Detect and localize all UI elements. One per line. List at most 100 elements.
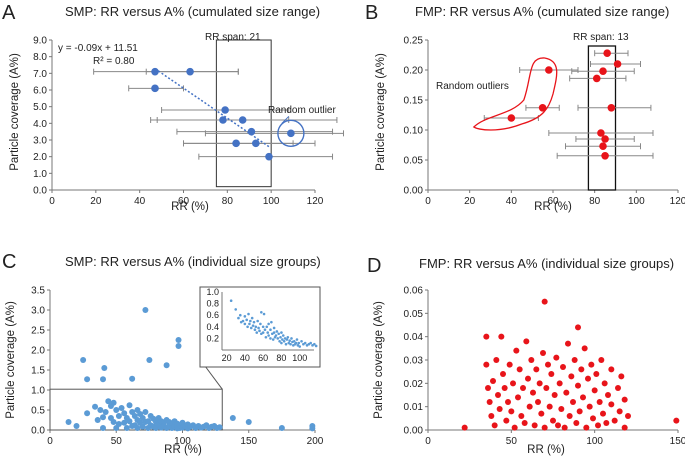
panel-c-inset-point (249, 319, 252, 323)
panel-d-ytick-label: 0.00 (404, 426, 424, 437)
panel-c-xlabel: RR (%) (164, 444, 202, 456)
panel-a-point (238, 116, 247, 124)
panel-c-point (105, 398, 112, 405)
panel-a-xtick-label: 120 (307, 196, 324, 207)
panel-a-outlier-label: Random outlier (268, 105, 336, 116)
panel-d-ytick-label: 0.05 (404, 309, 424, 320)
panel-b-point (607, 104, 616, 112)
panel-d-point (563, 389, 570, 396)
panel-c-inset-point (313, 342, 316, 346)
panel-d-letter: D (367, 255, 381, 277)
panel-c-ytick-label: 3.5 (31, 286, 45, 297)
panel-b-ytick-label: 0.10 (404, 126, 424, 137)
panel-a-ytick-label: 8.0 (33, 52, 47, 63)
panel-c-point (175, 337, 182, 343)
panel-c-point (139, 423, 146, 430)
panel-d-point (543, 385, 550, 391)
panel-b-xtick-label: 20 (464, 196, 476, 207)
panel-d-point (491, 422, 498, 429)
panel-c-inset-point (262, 312, 266, 316)
panel-b-point (538, 104, 547, 112)
panel-c-xtick-label: 150 (240, 436, 257, 447)
panel-b-ytick-label: 0.05 (404, 156, 424, 167)
panel-c-point (121, 410, 128, 417)
panel-c-inset-point (229, 299, 233, 303)
panel-c-ytick-label: 2.5 (31, 326, 45, 337)
panel-d-xtick-label: 50 (506, 436, 518, 447)
panel-d-point (533, 366, 540, 373)
panel-d-point (608, 401, 615, 408)
panel-a-point (287, 129, 295, 138)
panel-d-point (506, 361, 513, 368)
panel-c-inset-point (275, 330, 279, 333)
panel-c-point (115, 421, 122, 427)
panel-c-inset-point (260, 311, 263, 314)
panel-c-point (175, 343, 182, 349)
panel-c-point (97, 407, 104, 413)
panel-d-point (595, 422, 601, 429)
panel-b-xtick-label: 120 (670, 196, 685, 207)
panel-c-inset-point (284, 342, 288, 346)
panel-b-point (545, 66, 553, 74)
panel-d-point (535, 399, 541, 405)
panel-b-ytick-label: 0.25 (404, 36, 424, 47)
panel-c-point (163, 362, 170, 369)
panel-d-point (553, 354, 560, 361)
panel-b-point (597, 129, 605, 137)
panel-d-point (530, 389, 536, 396)
panel-a-span-box (215, 39, 272, 188)
panel-d-point (516, 366, 523, 373)
panel-d-point (673, 417, 680, 424)
panel-b-outlier-label: Random outliers (436, 81, 509, 92)
panel-c-point (229, 415, 236, 421)
panel-d-point (556, 380, 563, 387)
panel-b-xtick-label: 40 (506, 196, 518, 207)
panel-d-title: FMP: RR versus A% (individual size group… (419, 256, 674, 271)
panel-c-inset-point (278, 340, 281, 343)
panel-b-point (599, 67, 607, 75)
panel-d-point (541, 298, 548, 305)
panel-d-point (528, 357, 535, 363)
panel-c-inset-point (303, 341, 307, 345)
panel-c-point (216, 424, 223, 431)
panel-d-ytick-label: 0.04 (404, 332, 424, 343)
panel-c-inset-xtick-label: 60 (258, 353, 268, 363)
panel-d-point (490, 378, 496, 384)
panel-c-inset-point (276, 337, 280, 340)
panel-d-point (593, 371, 600, 377)
panel-d-point (583, 424, 590, 431)
panel-d-point (601, 380, 608, 387)
panel-a-xtick-label: 0 (49, 196, 55, 207)
panel-c-inset-point (298, 345, 302, 348)
panel-a-outlier-leader (281, 115, 290, 124)
panel-c-point (94, 417, 101, 423)
panel-d-ytick-label: 0.03 (404, 356, 424, 367)
panel-d-plot: 0 50 100 150 0.00 0.01 0.02 0.03 0.04 0.05 0.06 (404, 286, 685, 448)
panel-a-span-label: RR span: 21 (205, 32, 261, 43)
panel-d-point (485, 385, 491, 391)
panel-d-point (588, 361, 595, 368)
panel-d-point (573, 420, 580, 426)
panel-b-point (599, 142, 607, 150)
panel-c-inset-point (281, 334, 285, 337)
panel-b-ytick-label: 0.15 (404, 96, 424, 107)
panel-d-point (618, 373, 625, 380)
panel-c-inset-point (261, 331, 265, 334)
panel-c-inset-point (290, 337, 293, 340)
panel-a-ytick-label: 4.0 (33, 119, 47, 130)
panel-d-point (591, 387, 598, 394)
panel-d-point (536, 380, 543, 387)
panel-d-point (501, 385, 508, 391)
panel-d-point (511, 424, 518, 431)
panel-d-point (581, 345, 588, 352)
panel-d-point (495, 392, 501, 398)
panel-c-inset-point (294, 341, 298, 345)
panel-c-point (80, 357, 87, 363)
panel-c-point (134, 425, 141, 431)
panel-c-inset-point (280, 341, 283, 345)
panel-c-inset-point (274, 334, 278, 337)
panel-c-point (309, 425, 316, 432)
panel-a-point (252, 139, 260, 148)
panel-c-inset-point (286, 335, 290, 339)
panel-d-point (611, 417, 618, 424)
